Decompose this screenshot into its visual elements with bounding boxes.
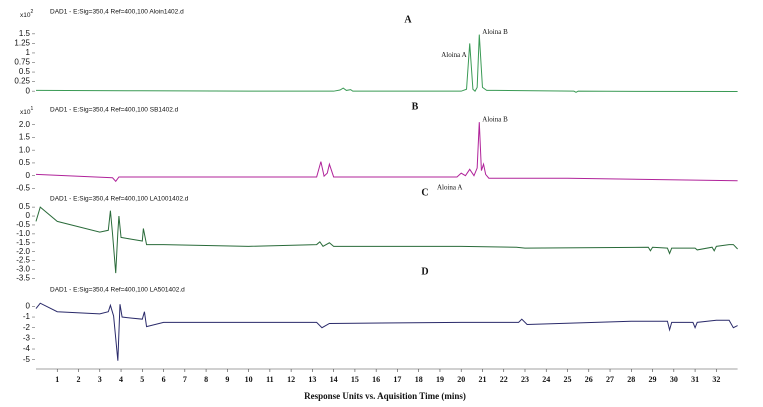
trace — [35, 122, 738, 183]
y-tick-label: -4 — [23, 344, 31, 353]
multiplier-base: x10 — [20, 109, 31, 116]
y-tick-label: -1.0 — [16, 229, 30, 238]
y-tick-label: -2 — [23, 323, 31, 332]
x-tick-label: 20 — [457, 375, 465, 384]
x-tick-label: 2 — [77, 375, 81, 384]
x-tick-label: 16 — [372, 375, 380, 384]
multiplier-power: 2 — [30, 9, 33, 15]
y-tick-label: 1.5 — [19, 29, 31, 38]
x-tick-label: 12 — [287, 375, 295, 384]
x-tick-label: 1 — [55, 375, 59, 384]
y-tick-label: 0 — [26, 302, 31, 311]
y-tick-label: -0.5 — [16, 184, 30, 193]
y-tick-label: 1.5 — [19, 133, 31, 142]
x-tick-label: 31 — [691, 375, 699, 384]
peak-annotation: Aloina B — [482, 116, 508, 124]
y-tick-label: -2.0 — [16, 247, 30, 256]
x-tick-label: 7 — [183, 375, 187, 384]
x-tick-label: 17 — [393, 375, 401, 384]
x-tick-label: 13 — [308, 375, 316, 384]
x-tick-label: 18 — [415, 375, 423, 384]
y-tick-label: 0 — [26, 86, 31, 95]
multiplier-base: x10 — [20, 12, 31, 19]
panel-letter: C — [421, 187, 428, 198]
panel-header: DAD1 - E:Sig=350,4 Ref=400,100 Aloin1402… — [50, 9, 184, 16]
x-tick-label: 21 — [478, 375, 486, 384]
x-tick-label: 30 — [670, 375, 678, 384]
y-tick-label: -5 — [23, 355, 31, 364]
panel-letter: A — [404, 14, 412, 25]
panel-header: DAD1 - E:Sig=350,4 Ref=400,100 LA501402.… — [50, 287, 185, 294]
x-tick-label: 8 — [204, 375, 208, 384]
y-multiplier: x101 — [20, 106, 33, 115]
y-tick-label: -3.0 — [16, 265, 30, 274]
y-tick-label: 0.5 — [19, 67, 31, 76]
y-tick-label: 1.0 — [19, 145, 31, 154]
y-tick-label: 1 — [26, 48, 31, 57]
panel-letter: B — [412, 101, 419, 112]
peak-annotation: Aloina A — [437, 183, 462, 191]
x-tick-label: 3 — [98, 375, 102, 384]
y-multiplier: x102 — [20, 9, 33, 18]
x-tick-label: 10 — [245, 375, 253, 384]
x-tick-label: 26 — [585, 375, 593, 384]
y-tick-label: -0.5 — [16, 220, 30, 229]
x-tick-label: 15 — [351, 375, 359, 384]
y-tick-label: 0.5 — [19, 202, 31, 211]
x-tick-label: 28 — [627, 375, 635, 384]
x-tick-label: 4 — [119, 375, 123, 384]
trace — [35, 34, 738, 93]
x-tick-label: 11 — [266, 375, 274, 384]
y-tick-label: -3 — [23, 333, 31, 342]
x-tick-label: 23 — [521, 375, 529, 384]
peak-annotation: Aloina B — [482, 28, 508, 36]
x-tick-label: 22 — [500, 375, 508, 384]
x-tick-label: 29 — [649, 375, 657, 384]
y-tick-label: 0.5 — [19, 158, 31, 167]
x-tick-label: 32 — [712, 375, 720, 384]
x-tick-label: 6 — [162, 375, 166, 384]
trace — [35, 302, 738, 361]
y-tick-label: 0 — [26, 211, 31, 220]
x-axis-title: Response Units vs. Aquisition Time (mins… — [304, 391, 466, 401]
panel-header: DAD1 - E:Sig=350,4 Ref=400,100 LA1001402… — [50, 196, 189, 203]
x-tick-label: 19 — [436, 375, 444, 384]
y-tick-label: -2.5 — [16, 256, 30, 265]
panel-letter: D — [421, 266, 428, 277]
trace — [35, 206, 738, 274]
x-tick-label: 25 — [564, 375, 572, 384]
y-tick-label: -1.5 — [16, 238, 30, 247]
y-tick-label: 0.25 — [14, 77, 30, 86]
y-tick-label: -1 — [23, 312, 31, 321]
x-tick-label: 24 — [542, 375, 550, 384]
x-tick-label: 9 — [225, 375, 229, 384]
y-tick-label: -3.5 — [16, 274, 30, 283]
x-tick-label: 5 — [140, 375, 144, 384]
y-tick-label: 1.25 — [14, 38, 30, 47]
x-tick-label: 27 — [606, 375, 614, 384]
y-tick-label: 2.0 — [19, 120, 31, 129]
y-tick-label: 0 — [26, 171, 31, 180]
peak-annotation: Aloina A — [441, 51, 466, 59]
y-tick-label: 0.75 — [14, 58, 30, 67]
x-tick-label: 14 — [330, 375, 338, 384]
panel-header: DAD1 - E:Sig=350,4 Ref=400,100 SB1402.d — [50, 107, 179, 114]
multiplier-power: 1 — [30, 106, 33, 112]
